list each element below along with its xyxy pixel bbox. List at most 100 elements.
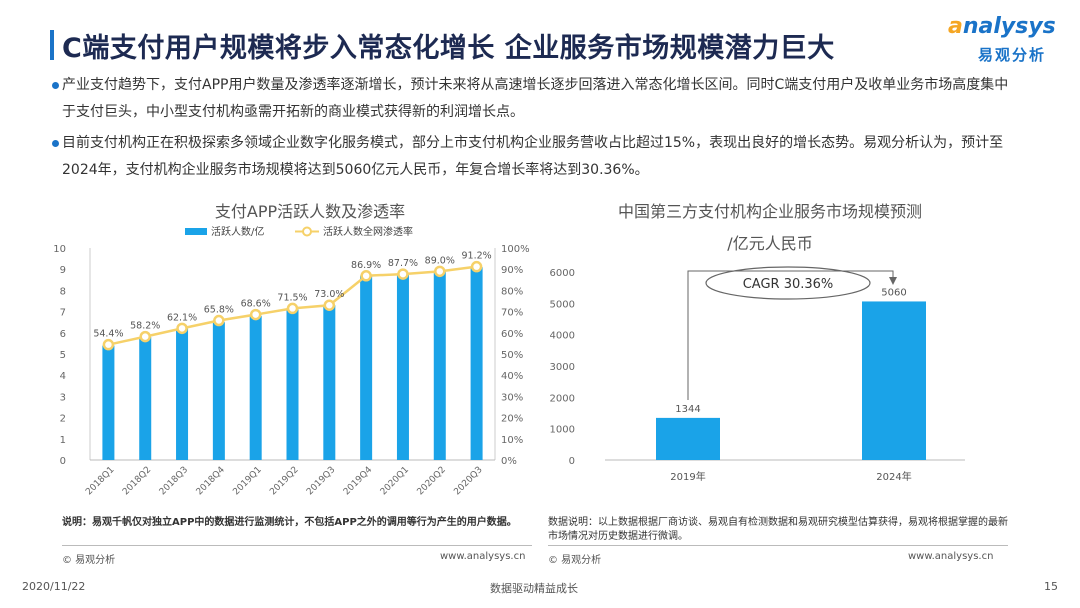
bar (862, 301, 926, 460)
bullet-dot-icon (52, 82, 59, 89)
y-tick-label: 5000 (550, 299, 575, 310)
bullet-2: 目前支付机构正在积极探索多领域企业数字化服务模式，部分上市支付机构企业服务营收占… (52, 130, 1022, 184)
legend-line-marker (302, 226, 312, 237)
legend-bar-label: 活跃人数/亿 (211, 225, 264, 238)
data-label: 87.7% (388, 258, 418, 269)
x-tick-label: 2019Q4 (342, 465, 375, 498)
y-tick-label: 6000 (550, 268, 575, 279)
y-tick-label: 0 (569, 456, 575, 467)
bar (470, 267, 483, 460)
data-label: 1344 (675, 404, 700, 415)
y-tick-label: 1000 (550, 425, 575, 436)
left-copyright: © 易观分析 (62, 555, 116, 566)
y-tick-label: 6 (60, 329, 66, 340)
x-tick-label: 2018Q4 (195, 465, 228, 498)
bar (102, 345, 115, 460)
y2-tick-label: 70% (501, 308, 523, 319)
y-tick-label: 9 (60, 265, 66, 276)
cagr-arrow-path (687, 270, 894, 400)
data-label: 68.6% (241, 299, 271, 310)
left-chart: 活跃人数/亿 活跃人数全网渗透率0123456789100%10%20%30%40… (53, 225, 530, 498)
right-chart-subtitle: /亿元人民币 (727, 234, 813, 253)
bar (249, 315, 262, 460)
y-tick-label: 2000 (550, 393, 575, 404)
y2-tick-label: 50% (501, 350, 523, 361)
x-tick-label: 2020Q2 (416, 465, 448, 497)
footer-date: 2020/11/22 (22, 580, 86, 593)
data-label: 62.1% (167, 312, 197, 323)
y2-tick-label: 20% (501, 414, 523, 425)
data-label: 71.5% (277, 292, 307, 303)
data-label: 73.0% (314, 289, 344, 300)
y-tick-label: 10 (53, 244, 66, 255)
x-tick-label: 2019Q1 (231, 465, 263, 497)
y-tick-label: 3000 (550, 362, 575, 373)
legend-bar-swatch (185, 228, 207, 235)
line-point (434, 265, 446, 278)
right-chart: 0 1000 2000 3000 4000 5000 6000 1344 2019年 5060 20… (550, 266, 965, 483)
y-tick-label: 5 (60, 350, 66, 361)
y-tick-label: 1 (60, 435, 66, 446)
x-tick-label: 2020Q1 (379, 465, 411, 497)
line-point (286, 302, 299, 315)
bar (286, 309, 299, 460)
data-label: 65.8% (204, 305, 234, 316)
line-point (176, 322, 188, 335)
y2-tick-label: 10% (501, 435, 523, 446)
bar (212, 322, 225, 460)
line-point (360, 270, 372, 282)
line-point (397, 268, 409, 280)
cagr-label: CAGR 30.36% (743, 277, 834, 292)
y2-tick-label: 30% (501, 392, 523, 403)
data-label: 89.0% (425, 255, 455, 266)
y2-tick-label: 100% (501, 244, 530, 255)
left-note: 说明：易观千帆仅对独立APP中的数据进行监测统计，不包括APP之外的调用等行为产… (62, 517, 517, 528)
y2-tick-label: 80% (501, 286, 523, 297)
bar (656, 417, 720, 460)
footer-slogan: 数据驱动精益成长 (490, 582, 578, 595)
analysys-logo: analysys 易观分析 (948, 14, 1056, 64)
right-chart-title: 中国第三方支付机构企业服务市场规模预测 (617, 202, 922, 221)
bullet-dot-icon (52, 140, 59, 147)
line-point (139, 330, 151, 343)
y-tick-label: 8 (60, 286, 66, 297)
page-number: 15 (1044, 580, 1058, 593)
x-tick-label: 2020Q3 (452, 465, 484, 497)
bar (176, 328, 189, 460)
y2-tick-label: 90% (501, 265, 523, 276)
y-tick-label: 0 (60, 456, 66, 467)
x-tick-label: 2018Q3 (158, 465, 190, 497)
bullet-1: 产业支付趋势下，支付APP用户数量及渗透率逐渐增长，预计未来将从高速增长逐步回落… (52, 72, 1022, 126)
data-label: 91.2% (461, 251, 491, 262)
cagr-ellipse (705, 266, 871, 300)
line-point (470, 260, 483, 273)
y2-tick-label: 40% (501, 371, 523, 382)
right-copyright: © 易观分析 (548, 555, 602, 566)
x-tick-label: 2019Q3 (305, 465, 337, 497)
bar (360, 275, 373, 460)
left-divider (62, 545, 532, 546)
y2-tick-label: 0% (501, 456, 517, 467)
x-tick-label: 2019年 (670, 470, 705, 483)
x-tick-label: 2019Q2 (268, 465, 300, 497)
y-tick-label: 4 (60, 371, 66, 382)
line-point (249, 308, 262, 321)
right-divider (548, 545, 1008, 546)
bar (396, 273, 409, 460)
legend-line-label: 活跃人数全网渗透率 (323, 225, 413, 238)
data-label: 58.2% (130, 321, 160, 332)
page-title: C端支付用户规模将步入常态化增长 企业服务市场规模潜力巨大 (62, 33, 835, 64)
cagr-arrow-head-icon (889, 277, 897, 285)
y-tick-label: 3 (60, 392, 66, 403)
logo-subtitle: 易观分析 (978, 46, 1047, 64)
line-point (213, 314, 225, 327)
y-tick-label: 4000 (550, 331, 575, 342)
data-label: 54.4% (93, 329, 123, 340)
right-url: www.analysys.cn (908, 551, 994, 562)
bar (139, 337, 152, 460)
x-tick-label: 2024年 (876, 470, 911, 483)
left-chart-title: 支付APP活跃人数及渗透率 (214, 202, 406, 221)
x-tick-label: 2018Q1 (84, 465, 116, 497)
left-url: www.analysys.cn (440, 551, 526, 562)
right-note: 数据说明：以上数据根据厂商访谈、易观自有检测数据和易观研究模型估算获得，易观将根… (548, 517, 1008, 542)
